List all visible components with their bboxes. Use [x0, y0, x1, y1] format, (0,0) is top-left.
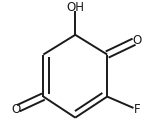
Text: OH: OH — [66, 1, 84, 14]
Text: O: O — [11, 103, 20, 116]
Text: F: F — [134, 103, 140, 116]
Text: O: O — [132, 34, 142, 47]
